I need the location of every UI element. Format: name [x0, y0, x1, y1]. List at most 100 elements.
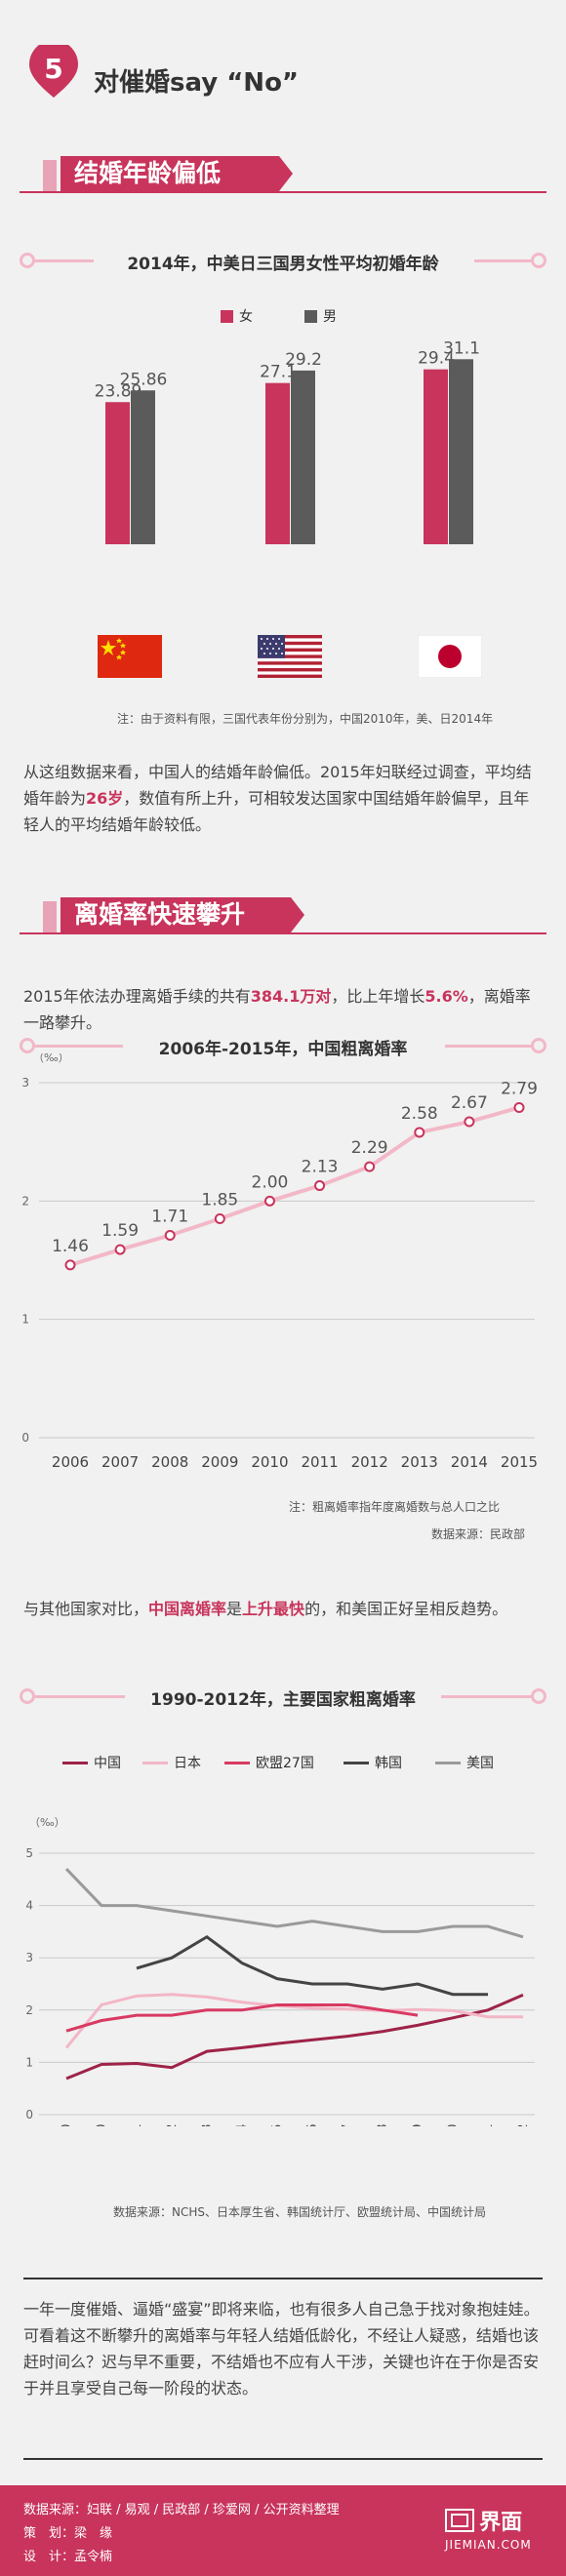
data-point	[513, 1101, 525, 1113]
bar-label: 31.1	[443, 338, 480, 358]
x-tick-label: 2003	[200, 2123, 215, 2126]
title-line-right	[474, 259, 531, 262]
chart1-note: 注：由于资料有限，三国代表年份分别为，中国2010年，美、日2014年	[117, 712, 494, 726]
bar-label: 29.2	[285, 350, 322, 370]
data-point	[414, 1127, 425, 1138]
y-tick-label: 5	[25, 1846, 33, 1860]
data-point	[164, 1230, 176, 1242]
title-dot-right	[531, 1688, 546, 1704]
legend-usa: 美国	[435, 1753, 494, 1772]
x-tick-label: 2012	[516, 2123, 531, 2126]
y-tick-label: 2	[21, 1194, 29, 1208]
legend-usa-line	[435, 1761, 461, 1764]
chart2-title: 2006年-2015年，中国粗离婚率	[158, 1040, 408, 1059]
x-tick-label: 2008	[151, 1453, 188, 1471]
series-line-欧盟27国	[65, 2002, 419, 2033]
title-dot-right	[531, 1038, 546, 1053]
data-label: 2.79	[501, 1079, 538, 1098]
chart2-source: 数据来源：民政部	[431, 1527, 526, 1541]
chart2-note: 注：粗离婚率指年度离婚数与总人口之比	[289, 1500, 501, 1514]
data-point	[64, 1259, 76, 1271]
logo: 界面 JIEMIAN.COM	[445, 2505, 550, 2552]
section2-heading-text: 离婚率快速攀升	[74, 900, 246, 929]
footer: 数据来源：妇联 / 易观 / 民政部 / 珍爱网 / 公开资料整理 策 划：梁 …	[0, 2485, 566, 2576]
divider-top	[23, 2278, 543, 2279]
y-tick-label: 2	[25, 2003, 33, 2017]
para3-text-a: 与其他国家对比，	[23, 1600, 149, 1618]
heading-arrow	[279, 156, 293, 191]
legend-korea: 韩国	[344, 1753, 402, 1772]
data-point	[364, 1161, 376, 1172]
legend-usa-label: 美国	[466, 1756, 494, 1771]
number-badge-text: 5	[44, 53, 62, 85]
x-tick-label: 2000	[95, 2123, 109, 2126]
chart3-source: 数据来源：NCHS、日本厚生省、韩国统计厅、欧盟统计局、中国统计局	[113, 2205, 486, 2219]
x-tick-label: 2008	[376, 2123, 390, 2126]
data-label: 1.59	[101, 1221, 139, 1241]
data-point	[314, 1180, 326, 1192]
footer-source: 数据来源：妇联 / 易观 / 民政部 / 珍爱网 / 公开资料整理	[23, 2503, 340, 2517]
bar-美国-女	[265, 382, 290, 544]
line-chart-china-divorce: （‰） 0 1 2 3 1.46 1.59 1.71 1.85 2.00 2.13 2.29 2.58 2…	[21, 1053, 538, 1471]
paragraph-conclusion: 一年一度催婚、逼婚“盛宴”即将来临，也有很多人自己急于找对象抱娃娃。可看着这不断…	[23, 2300, 540, 2398]
para2-text-b: ，比上年增长	[331, 987, 425, 1006]
y-unit-label: （‰）	[29, 1816, 65, 1829]
para2-text-a: 2015年依法办理离婚手续的共有	[23, 987, 251, 1006]
title-line-left	[35, 1045, 123, 1048]
data-label: 2.58	[401, 1104, 438, 1124]
x-tick-label: 1990	[60, 2123, 74, 2126]
logo-cn: 界面	[479, 2511, 523, 2535]
japan-flag-icon	[418, 635, 482, 678]
x-tick-label: 2006	[305, 2123, 320, 2126]
para3-highlight-fastest: 上升最快	[242, 1600, 305, 1618]
bar-label: 25.86	[120, 370, 168, 389]
para2-highlight-count: 384.1万对	[250, 987, 332, 1006]
title-line-right	[445, 1045, 531, 1048]
china-flag-icon	[98, 635, 162, 678]
heading-arrow	[291, 897, 304, 932]
logo-icon	[445, 2509, 474, 2532]
heading-shadow	[43, 901, 57, 932]
paragraph-marriage-age: 从这组数据来看，中国人的结婚年龄偏低。2015年妇联经过调查，平均结婚年龄为26…	[23, 759, 543, 838]
legend-eu27-line	[224, 1761, 250, 1764]
x-tick-label: 2011	[481, 2123, 496, 2126]
legend-japan: 日本	[142, 1753, 201, 1772]
data-point	[214, 1213, 225, 1225]
para2-text-c: ，离婚率一路攀升。	[23, 987, 531, 1032]
heading-shadow	[43, 160, 57, 191]
paragraph-divorce-count: 2015年依法办理离婚手续的共有384.1万对，比上年增长5.6%，离婚率一路攀…	[23, 983, 543, 1036]
series-line-美国	[64, 1868, 524, 1939]
y-tick-label: 0	[25, 2108, 33, 2121]
x-tick-label: 2004	[235, 2123, 250, 2126]
bar-日本-女	[424, 369, 448, 544]
data-point	[263, 1195, 275, 1207]
x-tick-label: 2005	[270, 2123, 285, 2126]
line-chart-country-divorce: （‰） 0 1 2 3 4 5 1990 2000 2001 2002 2003 2004 2005 200…	[25, 1816, 535, 2126]
usa-flag-icon	[258, 635, 322, 678]
x-tick-label: 2010	[446, 2123, 461, 2126]
section-heading-marriage-age: 结婚年龄偏低	[61, 156, 279, 191]
para1-highlight: 26岁	[86, 789, 124, 808]
bar-美国-男	[291, 370, 315, 544]
y-unit-label: （‰）	[33, 1053, 69, 1064]
y-tick-label: 1	[25, 2055, 33, 2069]
x-tick-label: 2009	[201, 1453, 238, 1471]
legend-female: 女	[221, 306, 253, 326]
bar-中国-女	[105, 402, 130, 544]
legend-korea-label: 韩国	[375, 1756, 402, 1771]
bar-label: 29.4	[418, 349, 455, 369]
para3-text-c: 的，和美国正好呈相反趋势。	[304, 1600, 508, 1618]
title-dot-left	[20, 1688, 35, 1704]
bar-中国-男	[131, 390, 155, 544]
paragraph-comparison: 与其他国家对比，中国离婚率是上升最快的，和美国正好呈相反趋势。	[23, 1596, 543, 1622]
chart1-title: 2014年，中美日三国男女性平均初婚年龄	[127, 255, 439, 274]
number-badge: 5	[29, 45, 78, 98]
legend-japan-line	[142, 1761, 168, 1764]
logo-en: JIEMIAN.COM	[445, 2538, 532, 2552]
title-dot-left	[20, 253, 35, 268]
data-label: 2.00	[252, 1172, 289, 1192]
legend-female-swatch	[221, 309, 233, 323]
title-dot-left	[20, 1038, 35, 1053]
y-tick-label: 0	[21, 1431, 29, 1445]
